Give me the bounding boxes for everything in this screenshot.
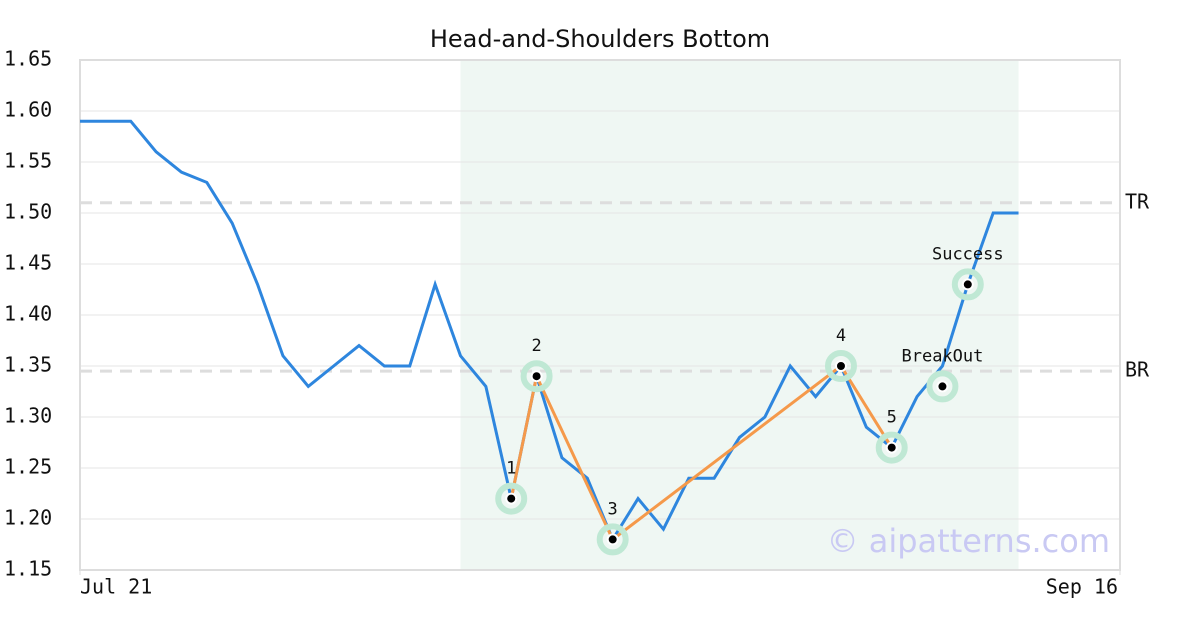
y-tick-label: 1.15 xyxy=(4,557,52,581)
signal-halo xyxy=(926,370,959,403)
reference-label: BR xyxy=(1125,358,1150,382)
x-tick-label: Jul 21 xyxy=(80,575,152,599)
pattern-halo xyxy=(520,360,553,393)
signal-halo xyxy=(951,268,984,301)
pattern-label: 2 xyxy=(531,336,541,356)
y-tick-label: 1.65 xyxy=(4,47,52,71)
pattern-label: 4 xyxy=(836,326,846,346)
y-tick-label: 1.25 xyxy=(4,455,52,479)
pattern-halo xyxy=(596,523,629,556)
pattern-halo xyxy=(824,350,857,382)
y-tick-label: 1.30 xyxy=(4,404,52,428)
y-tick-label: 1.60 xyxy=(4,98,52,122)
pattern-point xyxy=(606,533,619,546)
pattern-halo xyxy=(495,482,528,515)
pattern-label: 1 xyxy=(506,459,516,479)
signal-label: Success xyxy=(932,244,1004,264)
pattern-point xyxy=(885,441,898,454)
y-tick-label: 1.45 xyxy=(4,251,52,275)
watermark: © aipatterns.com xyxy=(827,522,1110,560)
plot-frame xyxy=(79,59,1121,571)
x-tick-label: Sep 16 xyxy=(1046,575,1118,599)
chart-title: Head-and-Shoulders Bottom xyxy=(430,25,770,53)
signal-point xyxy=(961,278,974,291)
signal-point xyxy=(936,380,949,393)
pattern-point xyxy=(834,360,847,372)
signal-label: BreakOut xyxy=(901,346,983,366)
y-tick-label: 1.50 xyxy=(4,200,52,224)
pattern-label: 5 xyxy=(887,408,897,428)
reference-label: TR xyxy=(1125,189,1150,213)
y-tick-label: 1.35 xyxy=(4,353,52,377)
price-line xyxy=(80,119,1019,543)
pattern-point xyxy=(505,492,518,505)
pattern-halo xyxy=(875,431,908,464)
pattern-label: 3 xyxy=(608,499,618,519)
y-tick-label: 1.40 xyxy=(4,302,52,326)
pattern-point xyxy=(530,370,543,383)
y-tick-label: 1.55 xyxy=(4,149,52,173)
y-tick-label: 1.20 xyxy=(4,506,52,530)
